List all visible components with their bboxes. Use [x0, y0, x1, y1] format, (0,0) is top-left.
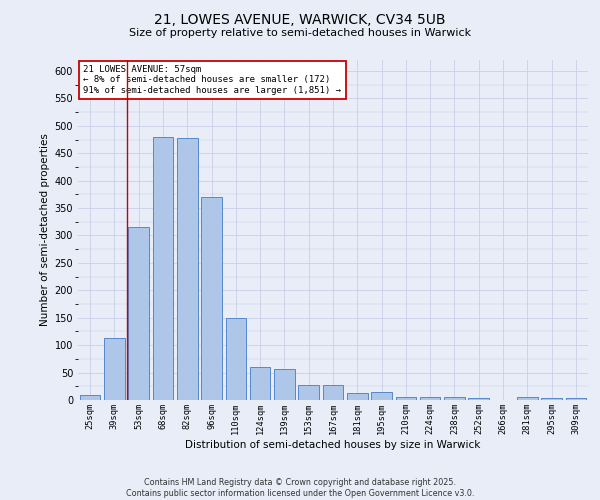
Bar — [541, 398, 562, 400]
Bar — [371, 392, 392, 400]
Bar — [104, 338, 125, 400]
Bar — [298, 385, 319, 400]
Bar — [566, 398, 586, 400]
Bar — [444, 398, 465, 400]
Text: Size of property relative to semi-detached houses in Warwick: Size of property relative to semi-detach… — [129, 28, 471, 38]
Text: Contains HM Land Registry data © Crown copyright and database right 2025.
Contai: Contains HM Land Registry data © Crown c… — [126, 478, 474, 498]
Bar — [226, 318, 246, 400]
Bar — [517, 396, 538, 400]
Bar — [128, 228, 149, 400]
Bar — [469, 398, 489, 400]
X-axis label: Distribution of semi-detached houses by size in Warwick: Distribution of semi-detached houses by … — [185, 440, 481, 450]
Bar — [347, 393, 368, 400]
Bar — [201, 197, 222, 400]
Bar — [80, 394, 100, 400]
Text: 21 LOWES AVENUE: 57sqm
← 8% of semi-detached houses are smaller (172)
91% of sem: 21 LOWES AVENUE: 57sqm ← 8% of semi-deta… — [83, 65, 341, 95]
Bar — [250, 367, 271, 400]
Bar — [152, 137, 173, 400]
Y-axis label: Number of semi-detached properties: Number of semi-detached properties — [40, 134, 50, 326]
Bar — [274, 368, 295, 400]
Text: 21, LOWES AVENUE, WARWICK, CV34 5UB: 21, LOWES AVENUE, WARWICK, CV34 5UB — [154, 12, 446, 26]
Bar — [420, 398, 440, 400]
Bar — [395, 398, 416, 400]
Bar — [177, 138, 197, 400]
Bar — [323, 384, 343, 400]
